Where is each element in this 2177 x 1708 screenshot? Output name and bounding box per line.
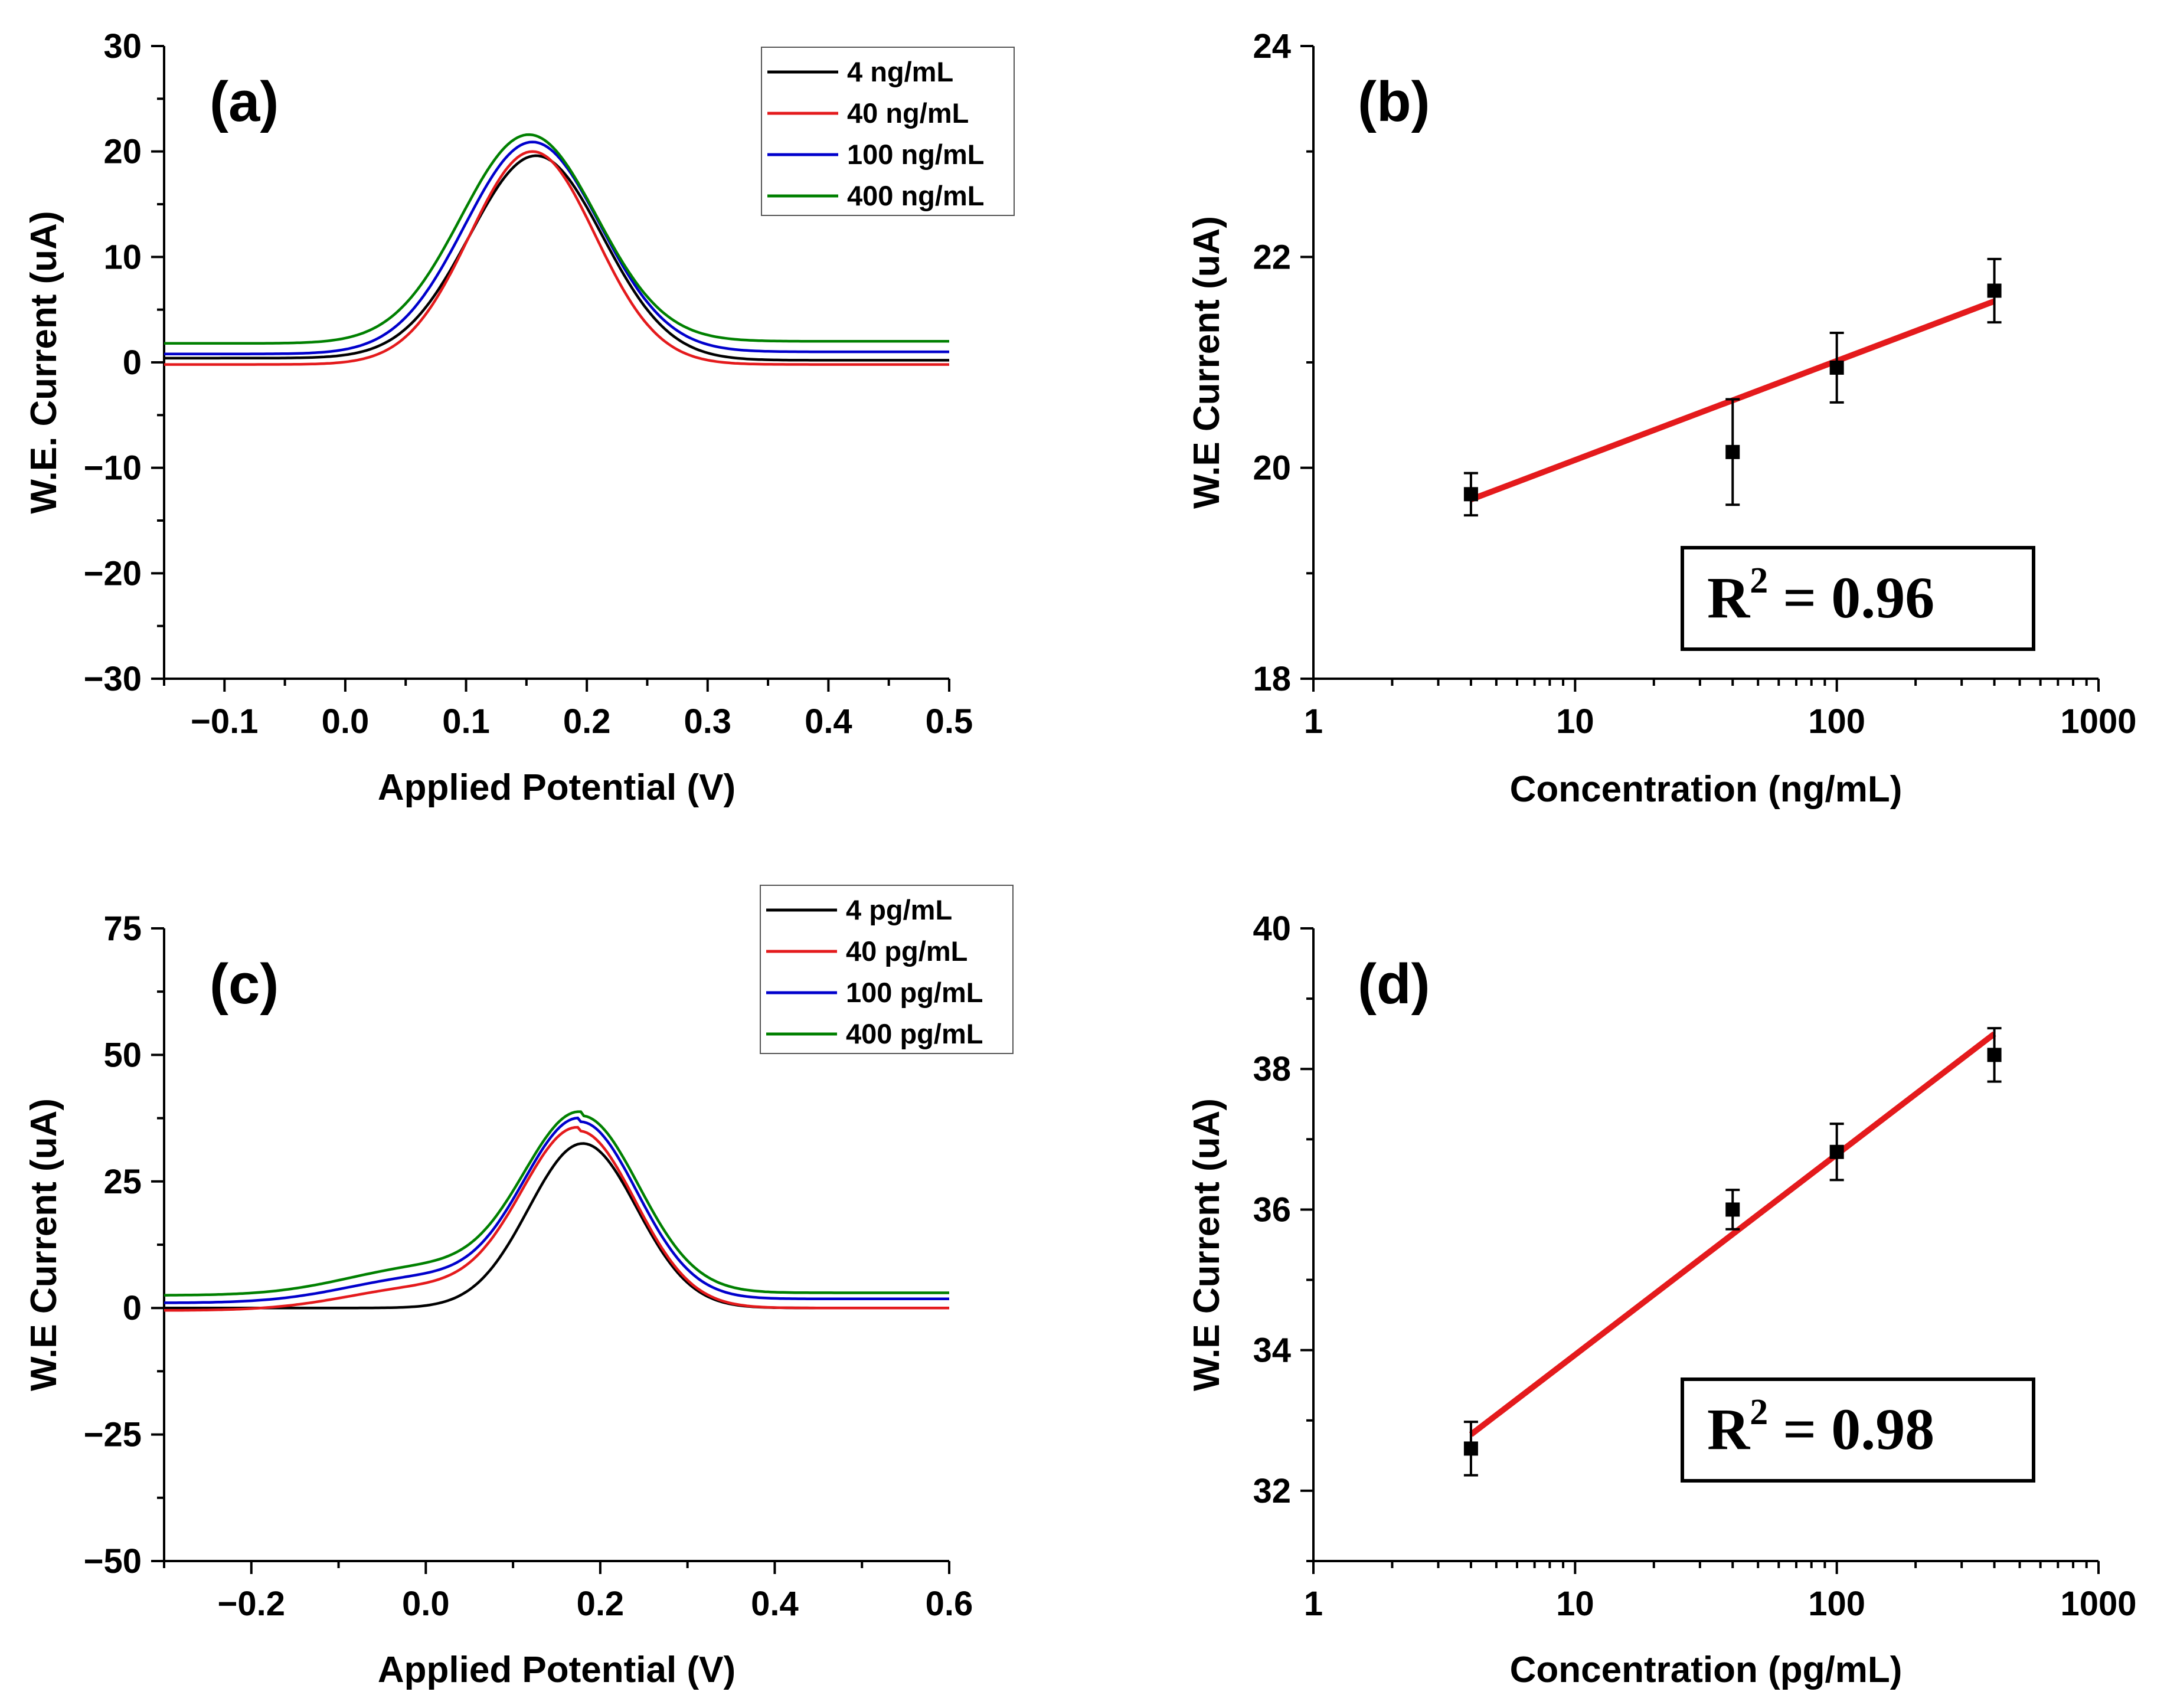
r2-annotation: R2 = 0.96 — [1707, 561, 1934, 630]
series-line-4-pg-ml — [164, 1142, 949, 1310]
y-tick-label: 0 — [123, 343, 142, 382]
y-tick-label: −20 — [84, 554, 142, 593]
legend-label: 4 pg/mL — [846, 894, 952, 925]
panel-label: (d) — [1358, 953, 1430, 1016]
series-line-400-ng-ml — [164, 133, 949, 345]
r2-box — [1681, 546, 2035, 651]
x-tick-label: 100 — [1808, 1585, 1865, 1623]
y-tick-label: 25 — [103, 1163, 142, 1201]
x-tick-label: 0.4 — [751, 1585, 799, 1623]
y-tick-label: −10 — [84, 449, 142, 487]
series-line-100-ng-ml — [164, 140, 949, 355]
y-tick-label: −30 — [84, 660, 142, 698]
data-point — [1987, 1048, 2002, 1062]
y-tick-label: 0 — [123, 1289, 142, 1327]
x-tick-label: 1 — [1304, 702, 1323, 741]
y-tick-label: 24 — [1253, 27, 1291, 66]
data-point — [1725, 1202, 1740, 1217]
panel-label: (c) — [210, 953, 279, 1016]
panel-c: −0.2 0.0 0.2 0.4 0.6 −50 −25 0 25 50 75 Applied Pot… — [24, 885, 1014, 1690]
series-line-100-pg-ml — [164, 1116, 949, 1304]
legend-label: 40 ng/mL — [847, 97, 969, 129]
y-tick-label: 40 — [1253, 909, 1291, 948]
x-tick-label: −0.2 — [218, 1585, 286, 1623]
panel-label: (a) — [210, 70, 279, 133]
r2-value: = 0.96 — [1768, 565, 1934, 630]
r2-annotation: R2 = 0.98 — [1707, 1392, 1934, 1462]
legend: 4 ng/mL 40 ng/mL 100 ng/mL 400 ng/mL — [761, 47, 1015, 216]
legend-label: 400 pg/mL — [846, 1018, 983, 1049]
data-point — [1463, 487, 1478, 502]
x-tick-label: 0.0 — [322, 702, 370, 741]
y-tick-label: 75 — [103, 909, 142, 948]
legend-box — [761, 47, 1015, 216]
r2-value: = 0.98 — [1768, 1396, 1934, 1462]
legend-label: 100 ng/mL — [847, 139, 984, 170]
x-tick-label: 100 — [1808, 702, 1865, 741]
x-tick-label: 0.3 — [684, 702, 731, 741]
data-point — [1463, 1441, 1478, 1456]
x-tick-label: 1000 — [2060, 1585, 2136, 1623]
legend-label: 100 pg/mL — [846, 977, 983, 1008]
y-axis-title: W.E Current (uA) — [1186, 216, 1227, 509]
legend-label: 40 pg/mL — [846, 935, 967, 967]
y-tick-label: 32 — [1253, 1472, 1291, 1510]
x-tick-label: 0.2 — [577, 1585, 625, 1623]
x-axis-title: Concentration (pg/mL) — [1510, 1650, 1903, 1690]
legend-label: 400 ng/mL — [847, 180, 984, 211]
data-point — [1829, 360, 1844, 375]
x-tick-label: 0.1 — [442, 702, 490, 741]
y-tick-label: 22 — [1253, 238, 1291, 276]
y-tick-label: 20 — [103, 133, 142, 171]
panel-a: −0.1 0.0 0.1 0.2 0.3 0.4 0.5 −30 −20 −10 0 10 20 30 Ap… — [24, 27, 1015, 808]
r2-symbol: R — [1707, 1396, 1751, 1462]
legend-box — [760, 885, 1014, 1054]
y-axis-title: W.E. Current (uA) — [24, 211, 64, 513]
y-tick-label: 50 — [103, 1036, 142, 1074]
r2-superscript: 2 — [1750, 561, 1768, 601]
y-tick-label: 10 — [103, 238, 142, 276]
y-tick-label: 34 — [1253, 1331, 1291, 1370]
x-tick-label: 0.2 — [563, 702, 611, 741]
x-axis-title: Applied Potential (V) — [378, 767, 736, 808]
fit-line — [1469, 1031, 1996, 1437]
x-tick-label: 10 — [1556, 702, 1594, 741]
y-axis-title: W.E Current (uA) — [24, 1098, 64, 1391]
x-tick-label: 0.4 — [805, 702, 852, 741]
x-axis-title: Applied Potential (V) — [378, 1650, 736, 1690]
panel-b: 1 10 100 1000 18 20 22 24 Concentration (ng/mL) W… — [1186, 27, 2137, 810]
y-axis-title: W.E Current (uA) — [1186, 1098, 1227, 1391]
x-tick-label: 1 — [1304, 1585, 1323, 1623]
legend: 4 pg/mL 40 pg/mL 100 pg/mL 400 pg/mL — [760, 885, 1014, 1054]
y-tick-label: −50 — [84, 1542, 142, 1581]
y-tick-label: −25 — [84, 1416, 142, 1454]
y-tick-label: 38 — [1253, 1050, 1291, 1088]
series-line-400-pg-ml — [164, 1110, 949, 1297]
data-point — [1829, 1144, 1844, 1159]
panel-label: (b) — [1358, 70, 1430, 133]
legend-label: 4 ng/mL — [847, 56, 953, 87]
x-tick-label: −0.1 — [191, 702, 259, 741]
r2-box — [1681, 1377, 2035, 1483]
series-line-40-ng-ml — [164, 150, 949, 366]
series-line-40-pg-ml — [164, 1125, 949, 1312]
data-point — [1725, 444, 1740, 459]
x-tick-label: 1000 — [2060, 702, 2136, 741]
x-tick-label: 10 — [1556, 1585, 1594, 1623]
y-tick-label: 18 — [1253, 660, 1291, 698]
y-tick-label: 36 — [1253, 1190, 1291, 1229]
x-tick-label: 0.6 — [926, 1585, 973, 1623]
x-axis-title: Concentration (ng/mL) — [1510, 769, 1903, 810]
data-point — [1987, 283, 2002, 298]
r2-superscript: 2 — [1750, 1392, 1768, 1432]
y-tick-label: 30 — [103, 27, 142, 66]
panel-d: 1 10 100 1000 32 34 36 38 40 Concentration (pg/mL… — [1186, 909, 2137, 1690]
r2-symbol: R — [1707, 565, 1751, 630]
x-tick-label: 0.0 — [402, 1585, 450, 1623]
x-tick-label: 0.5 — [926, 702, 973, 741]
y-tick-label: 20 — [1253, 449, 1291, 487]
